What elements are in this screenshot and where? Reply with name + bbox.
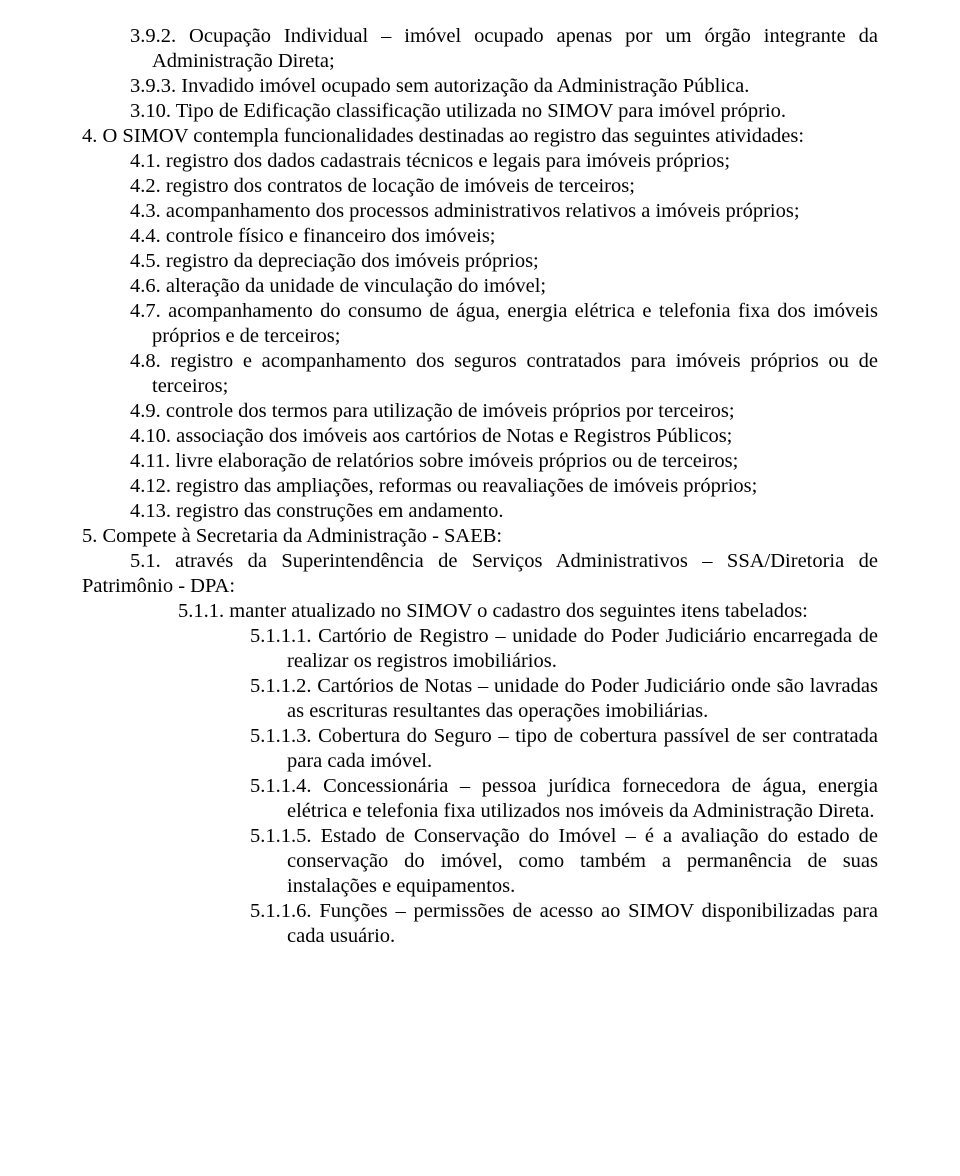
item-4: 4. O SIMOV contempla funcionalidades des…: [82, 124, 878, 149]
item-4-4: 4.4. controle físico e financeiro dos im…: [82, 224, 878, 249]
item-4-12: 4.12. registro das ampliações, reformas …: [82, 474, 878, 499]
document-page: 3.9.2. Ocupação Individual – imóvel ocup…: [0, 0, 960, 1176]
item-4-1: 4.1. registro dos dados cadastrais técni…: [82, 149, 878, 174]
item-4-9: 4.9. controle dos termos para utilização…: [82, 399, 878, 424]
item-5-1-1-5: 5.1.1.5. Estado de Conservação do Imóvel…: [82, 824, 878, 899]
item-5-1-1-1: 5.1.1.1. Cartório de Registro – unidade …: [82, 624, 878, 674]
item-5-1-1-4: 5.1.1.4. Concessionária – pessoa jurídic…: [82, 774, 878, 824]
item-4-5: 4.5. registro da depreciação dos imóveis…: [82, 249, 878, 274]
item-5: 5. Compete à Secretaria da Administração…: [82, 524, 878, 549]
item-4-8: 4.8. registro e acompanhamento dos segur…: [82, 349, 878, 399]
item-4-10: 4.10. associação dos imóveis aos cartóri…: [82, 424, 878, 449]
item-5-1-1: 5.1.1. manter atualizado no SIMOV o cada…: [82, 599, 878, 624]
item-4-13: 4.13. registro das construções em andame…: [82, 499, 878, 524]
item-5-1-1-2: 5.1.1.2. Cartórios de Notas – unidade do…: [82, 674, 878, 724]
item-3-9-3: 3.9.3. Invadido imóvel ocupado sem autor…: [82, 74, 878, 99]
item-4-7: 4.7. acompanhamento do consumo de água, …: [82, 299, 878, 349]
item-3-9-2: 3.9.2. Ocupação Individual – imóvel ocup…: [82, 24, 878, 74]
item-3-10: 3.10. Tipo de Edificação classificação u…: [82, 99, 878, 124]
item-5-1-1-6: 5.1.1.6. Funções – permissões de acesso …: [82, 899, 878, 949]
item-4-6: 4.6. alteração da unidade de vinculação …: [82, 274, 878, 299]
item-5-1: 5.1. através da Superintendência de Serv…: [82, 549, 878, 599]
item-4-11: 4.11. livre elaboração de relatórios sob…: [82, 449, 878, 474]
item-4-3: 4.3. acompanhamento dos processos admini…: [82, 199, 878, 224]
item-4-2: 4.2. registro dos contratos de locação d…: [82, 174, 878, 199]
item-5-1-1-3: 5.1.1.3. Cobertura do Seguro – tipo de c…: [82, 724, 878, 774]
